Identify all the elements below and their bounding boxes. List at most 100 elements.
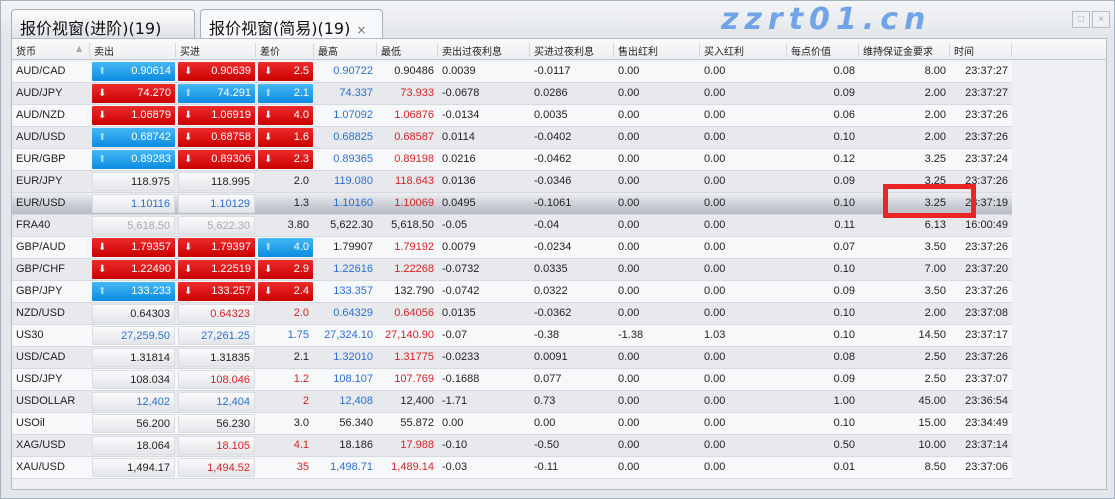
column-header[interactable]: 卖出过夜利息 xyxy=(438,43,530,58)
sell-price-cell[interactable]: 108.034 xyxy=(92,370,175,389)
margin-requirement-cell: 3.50 xyxy=(859,281,950,302)
buy-price-cell[interactable]: 0.64323 xyxy=(178,304,255,323)
table-row[interactable]: USOil 56.200 56.230 3.0 56.340 55.872 0.00 0.00… xyxy=(12,413,1012,435)
table-row[interactable]: GBP/AUD ⬇ 1.79357 ⬇ 1.79397 ⬆ 4.0 1.79907 1.7919… xyxy=(12,237,1012,259)
column-header[interactable]: 买入红利 xyxy=(700,43,787,58)
buy-price-cell[interactable]: ⬇ 0.90639 xyxy=(178,62,255,81)
table-row[interactable]: EUR/GBP ⬆ 0.89283 ⬇ 0.89306 ⬇ 2.3 0.89365 0.8919… xyxy=(12,149,1012,171)
buy-swap-cell: -0.0362 xyxy=(530,303,614,324)
table-row[interactable]: EUR/USD 1.10116 1.10129 1.3 1.10160 1.10069 0.… xyxy=(12,193,1012,215)
column-header[interactable]: 每点价值 xyxy=(787,43,859,58)
sort-asc-icon[interactable]: ▲ xyxy=(76,44,83,53)
table-row[interactable]: USD/JPY 108.034 108.046 1.2 108.107 107.769 -0… xyxy=(12,369,1012,391)
sell-price-cell[interactable]: 1.31814 xyxy=(92,348,175,367)
arrow-down-icon: ⬇ xyxy=(184,242,193,253)
column-header[interactable]: 货币 xyxy=(12,43,90,58)
sell-price-cell[interactable]: 18.064 xyxy=(92,436,175,455)
buy-price-cell[interactable]: 1.10129 xyxy=(178,194,255,213)
sell-dividend-value: 0.00 xyxy=(618,395,640,407)
maximize-button[interactable]: □ xyxy=(1072,11,1090,28)
sell-price-cell[interactable]: ⬇ 74.270 xyxy=(92,84,175,103)
table-row[interactable]: USDOLLAR 12,402 12,404 2 12,408 12,400 -1.71 0.… xyxy=(12,391,1012,413)
buy-price-cell[interactable]: ⬇ 1.79397 xyxy=(178,238,255,257)
close-tab-icon[interactable]: × xyxy=(356,23,367,37)
buy-dividend-value: 0.00 xyxy=(704,439,726,451)
tab-quote-advanced[interactable]: 报价视窗(进阶)(19) xyxy=(11,9,195,38)
symbol-cell: NZD/USD xyxy=(12,303,90,324)
table-row[interactable]: USD/CAD 1.31814 1.31835 2.1 1.32010 1.31775 -0… xyxy=(12,347,1012,369)
sell-price-cell[interactable]: 1,494.17 xyxy=(92,458,175,477)
table-row[interactable]: GBP/JPY ⬆ 133.233 ⬇ 133.257 ⬇ 2.4 133.357 132.79… xyxy=(12,281,1012,303)
column-header[interactable]: 最低 xyxy=(377,43,438,58)
column-header[interactable]: 差价 xyxy=(256,43,314,58)
margin-requirement-value: 3.25 xyxy=(924,197,946,209)
arrow-down-icon: ⬇ xyxy=(98,110,107,121)
column-header[interactable]: 售出红利 xyxy=(614,43,700,58)
buy-price-cell[interactable]: ⬇ 133.257 xyxy=(178,282,255,301)
sell-price-cell[interactable]: ⬇ 1.06879 xyxy=(92,106,175,125)
spread-cell: ⬇ 2.4 xyxy=(258,282,313,301)
column-header[interactable]: 最高 xyxy=(314,43,377,58)
time-value: 23:37:26 xyxy=(965,109,1008,121)
table-row[interactable]: XAG/USD 18.064 18.105 4.1 18.186 17.988 -0.10 -… xyxy=(12,435,1012,457)
table-row[interactable]: AUD/NZD ⬇ 1.06879 ⬇ 1.06919 ⬇ 4.0 1.07092 1.0687… xyxy=(12,105,1012,127)
buy-price-cell[interactable]: ⬇ 0.89306 xyxy=(178,150,255,169)
table-row[interactable]: AUD/JPY ⬇ 74.270 ⬆ 74.291 ⬆ 2.1 74.337 73.933 -0.… xyxy=(12,83,1012,105)
buy-dividend-cell: 0.00 xyxy=(700,171,787,192)
sell-price-cell[interactable]: ⬆ 0.68742 xyxy=(92,128,175,147)
table-row[interactable]: NZD/USD 0.64303 0.64323 2.0 0.64329 0.64056 0.… xyxy=(12,303,1012,325)
sell-price-cell[interactable]: 5,618.50 xyxy=(92,216,175,235)
tab-quote-simple[interactable]: 报价视窗(简易)(19) × xyxy=(200,9,383,39)
buy-swap-value: 0.00 xyxy=(534,417,556,429)
close-window-button[interactable]: × xyxy=(1092,11,1110,28)
pip-value-value: 0.09 xyxy=(833,285,855,297)
sell-price-cell[interactable]: 56.200 xyxy=(92,414,175,433)
buy-price-cell[interactable]: 27,261.25 xyxy=(178,326,255,345)
time-cell: 23:37:17 xyxy=(950,325,1012,346)
symbol-value: EUR/USD xyxy=(16,197,66,209)
table-row[interactable]: US30 27,259.50 27,261.25 1.75 27,324.10 27,14… xyxy=(12,325,1012,347)
column-header[interactable]: 卖出 xyxy=(90,43,176,58)
sell-dividend-cell: -1.38 xyxy=(614,325,700,346)
sell-price-cell[interactable]: ⬆ 0.90614 xyxy=(92,62,175,81)
buy-price-value: 0.64323 xyxy=(210,308,250,320)
table-row[interactable]: EUR/JPY 118.975 118.995 2.0 119.080 118.643 0.… xyxy=(12,171,1012,193)
buy-price-cell[interactable]: 1,494.52 xyxy=(178,458,255,477)
buy-price-cell[interactable]: 5,622.30 xyxy=(178,216,255,235)
sell-swap-cell: -0.0233 xyxy=(438,347,530,368)
sell-price-cell[interactable]: 27,259.50 xyxy=(92,326,175,345)
buy-price-cell[interactable]: ⬇ 1.22519 xyxy=(178,260,255,279)
table-row[interactable]: AUD/USD ⬆ 0.68742 ⬇ 0.68758 ⬇ 1.6 0.68825 0.6858… xyxy=(12,127,1012,149)
buy-price-cell[interactable]: 18.105 xyxy=(178,436,255,455)
buy-price-cell[interactable]: 1.31835 xyxy=(178,348,255,367)
buy-price-cell[interactable]: 118.995 xyxy=(178,172,255,191)
sell-price-cell[interactable]: ⬇ 1.79357 xyxy=(92,238,175,257)
high-cell: 12,408 xyxy=(314,391,377,412)
column-header[interactable]: 买进过夜利息 xyxy=(530,43,614,58)
sell-price-cell[interactable]: ⬇ 1.22490 xyxy=(92,260,175,279)
buy-price-cell[interactable]: 108.046 xyxy=(178,370,255,389)
table-row[interactable]: GBP/CHF ⬇ 1.22490 ⬇ 1.22519 ⬇ 2.9 1.22616 1.2226… xyxy=(12,259,1012,281)
sell-price-cell[interactable]: ⬆ 133.233 xyxy=(92,282,175,301)
buy-price-cell[interactable]: 12,404 xyxy=(178,392,255,411)
buy-swap-value: -0.0402 xyxy=(534,131,572,143)
buy-price-cell[interactable]: ⬆ 74.291 xyxy=(178,84,255,103)
sell-price-cell[interactable]: 12,402 xyxy=(92,392,175,411)
buy-price-cell[interactable]: ⬇ 0.68758 xyxy=(178,128,255,147)
sell-price-cell[interactable]: 0.64303 xyxy=(92,304,175,323)
table-row[interactable]: AUD/CAD ⬆ 0.90614 ⬇ 0.90639 ⬇ 2.5 0.90722 0.9048… xyxy=(12,61,1012,83)
column-header[interactable]: 维持保证金要求 xyxy=(859,43,950,58)
column-header[interactable]: 时间 xyxy=(950,43,1012,58)
sell-price-cell[interactable]: 1.10116 xyxy=(92,194,175,213)
sell-price-cell[interactable]: ⬆ 0.89283 xyxy=(92,150,175,169)
buy-price-cell[interactable]: ⬇ 1.06919 xyxy=(178,106,255,125)
buy-price-cell[interactable]: 56.230 xyxy=(178,414,255,433)
spread-value: 2.9 xyxy=(293,263,309,275)
low-cell: 1.79192 xyxy=(377,237,438,258)
column-header[interactable]: 买进 xyxy=(176,43,256,58)
table-row[interactable]: XAU/USD 1,494.17 1,494.52 35 1,498.71 1,489.1… xyxy=(12,457,1012,479)
sell-price-value: 133.233 xyxy=(131,285,171,297)
table-row[interactable]: FRA40 5,618.50 5,622.30 3.80 5,622.30 5,618.5… xyxy=(12,215,1012,237)
pip-value-cell: 0.11 xyxy=(787,215,859,236)
sell-price-cell[interactable]: 118.975 xyxy=(92,172,175,191)
